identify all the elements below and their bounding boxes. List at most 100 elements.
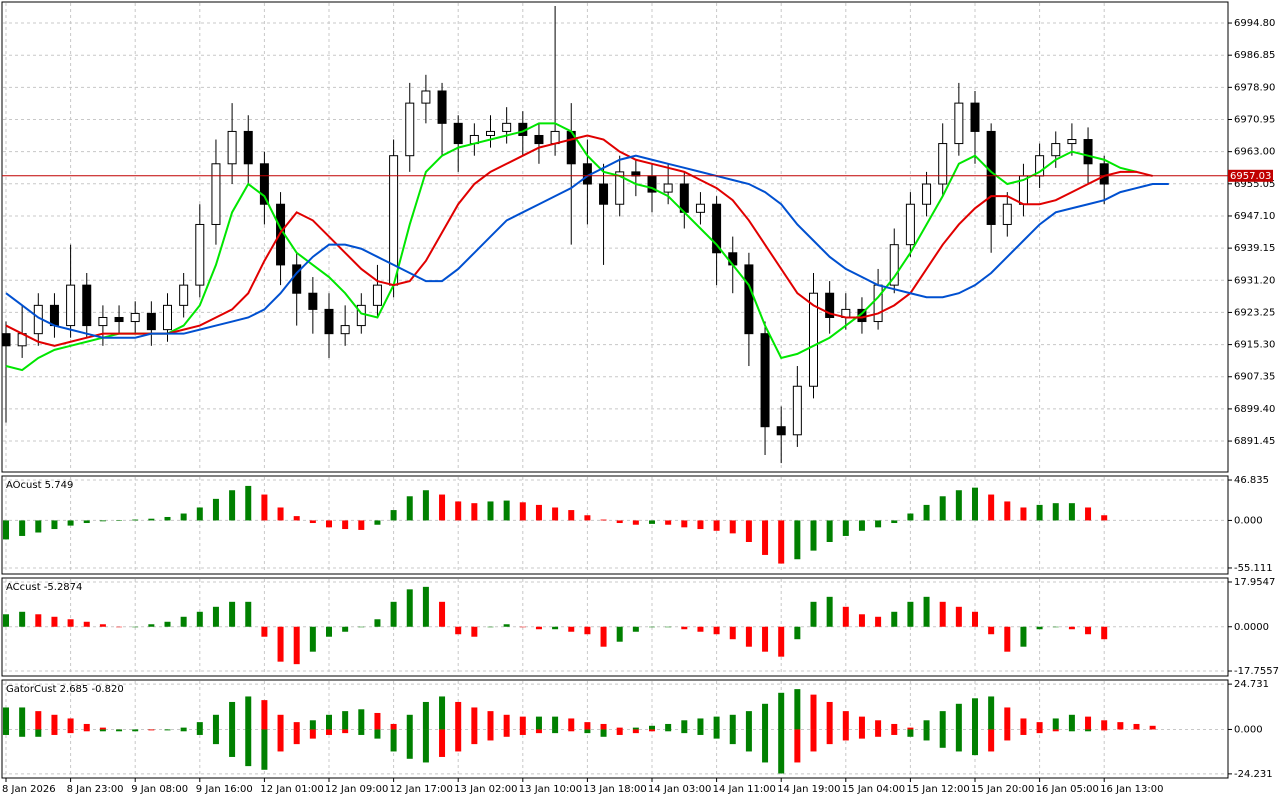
x-tick-label: 13 Jan 02:00	[454, 784, 517, 795]
panel: 46.835 0.000 -55.111 AOcust 5.749	[1, 475, 1273, 575]
histogram-bar	[99, 729, 106, 732]
histogram-bar	[713, 729, 720, 739]
y-tick-label: 6891.45	[1234, 436, 1275, 447]
candle-body	[486, 130, 495, 136]
histogram-bar	[762, 626, 769, 652]
histogram-bar	[794, 626, 801, 640]
histogram-bar	[584, 722, 591, 730]
histogram-bar	[762, 729, 769, 763]
histogram-bar	[358, 520, 365, 530]
candle-body	[49, 304, 59, 327]
histogram-bar	[1085, 507, 1092, 521]
x-tick-label: 8 Jan 2026	[2, 784, 56, 795]
histogram-bar	[471, 626, 478, 637]
panel-frame	[1, 475, 1229, 575]
histogram-bar	[487, 626, 494, 628]
y-tick-label: -24.231	[1234, 769, 1273, 780]
histogram-bar	[988, 626, 995, 635]
histogram-bar	[503, 500, 510, 521]
histogram-bar	[810, 729, 817, 752]
candle-body	[954, 102, 964, 145]
candle-body	[534, 134, 544, 145]
y-tick-label: 6931.20	[1234, 275, 1275, 286]
histogram-bar	[164, 516, 171, 521]
histogram-bar	[3, 520, 9, 540]
histogram-bar	[519, 502, 526, 521]
histogram-bar	[778, 520, 785, 564]
y-tick-label: 24.731	[1234, 679, 1269, 690]
histogram-bar	[778, 692, 785, 730]
histogram-bar	[988, 696, 995, 730]
candle-body	[66, 284, 76, 327]
histogram-bar	[116, 729, 123, 732]
histogram-bar	[810, 694, 817, 730]
histogram-bar	[1068, 714, 1075, 730]
histogram-bar	[729, 626, 736, 640]
histogram-bar	[972, 611, 978, 627]
histogram-bar	[99, 520, 106, 522]
histogram-bar	[907, 727, 914, 730]
histogram-bar	[649, 626, 655, 628]
candle-body	[615, 171, 625, 205]
histogram-bar	[471, 707, 478, 730]
histogram-bar	[745, 729, 752, 752]
histogram-bar	[67, 520, 74, 526]
candle-body	[405, 102, 415, 157]
candle-body	[453, 122, 463, 145]
last-price-box	[1228, 169, 1273, 182]
x-tick-label: 12 Jan 09:00	[325, 784, 388, 795]
histogram-bar	[358, 626, 365, 628]
histogram-bar	[681, 720, 688, 730]
histogram-bar	[697, 729, 704, 735]
histogram-bar	[762, 520, 769, 555]
histogram-bar	[519, 716, 526, 730]
histogram-bar	[261, 700, 268, 730]
candle-body	[679, 183, 689, 213]
histogram-bar	[826, 701, 833, 730]
y-tick-label: 6899.40	[1234, 404, 1275, 415]
histogram-bar	[1020, 626, 1027, 647]
histogram-bar	[406, 589, 413, 627]
x-tick-label: 15 Jan 20:00	[971, 784, 1034, 795]
histogram-bar	[293, 626, 300, 665]
histogram-bar	[51, 714, 58, 730]
histogram-bar	[99, 624, 106, 627]
histogram-bar	[374, 712, 381, 730]
candle-body	[372, 284, 382, 306]
candle-body	[809, 292, 818, 387]
panel-title: GatorCust 2.685 -0.820	[6, 684, 124, 695]
y-tick-label: 6923.25	[1234, 307, 1275, 318]
candle-body	[550, 130, 560, 145]
x-tick-label: 13 Jan 18:00	[583, 784, 646, 795]
y-tick-label: 6994.80	[1234, 18, 1275, 29]
candle-body	[663, 183, 673, 193]
histogram-bar	[745, 626, 752, 647]
histogram-bar	[196, 729, 203, 735]
histogram-bar	[875, 616, 882, 627]
histogram-bar	[245, 729, 252, 767]
candle-body	[243, 130, 253, 165]
y-tick-label: 6947.10	[1234, 211, 1275, 222]
x-tick-label: 12 Jan 17:00	[390, 784, 453, 795]
histogram-bar	[535, 729, 542, 734]
candle-body	[114, 316, 124, 323]
candle-body	[712, 203, 722, 254]
y-tick-label: 6978.90	[1234, 82, 1275, 93]
y-tick-label: 6986.85	[1234, 50, 1275, 61]
candle-body	[776, 426, 786, 436]
candle-body	[695, 203, 705, 213]
histogram-bar	[374, 520, 381, 525]
histogram-bar	[196, 611, 203, 627]
histogram-bar	[390, 601, 397, 627]
histogram-bar	[1004, 626, 1011, 652]
histogram-bar	[487, 711, 494, 730]
histogram-bar	[148, 518, 155, 521]
histogram-bar	[212, 714, 219, 730]
histogram-bar	[390, 510, 397, 521]
histogram-bar	[584, 515, 591, 521]
histogram-bar	[439, 601, 446, 627]
y-tick-label: -55.111	[1234, 563, 1273, 574]
x-tick-label: 16 Jan 05:00	[1036, 784, 1099, 795]
histogram-bar	[1085, 716, 1092, 730]
